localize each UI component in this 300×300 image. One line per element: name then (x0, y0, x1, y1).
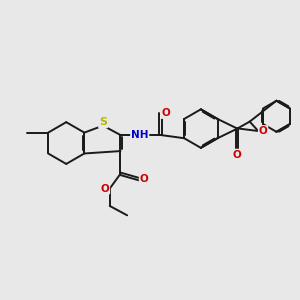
Text: NH: NH (131, 130, 148, 140)
Text: O: O (232, 150, 241, 160)
Text: O: O (100, 184, 109, 194)
Text: O: O (259, 126, 267, 136)
Text: O: O (140, 174, 148, 184)
Text: S: S (99, 117, 107, 128)
Text: O: O (161, 108, 170, 118)
